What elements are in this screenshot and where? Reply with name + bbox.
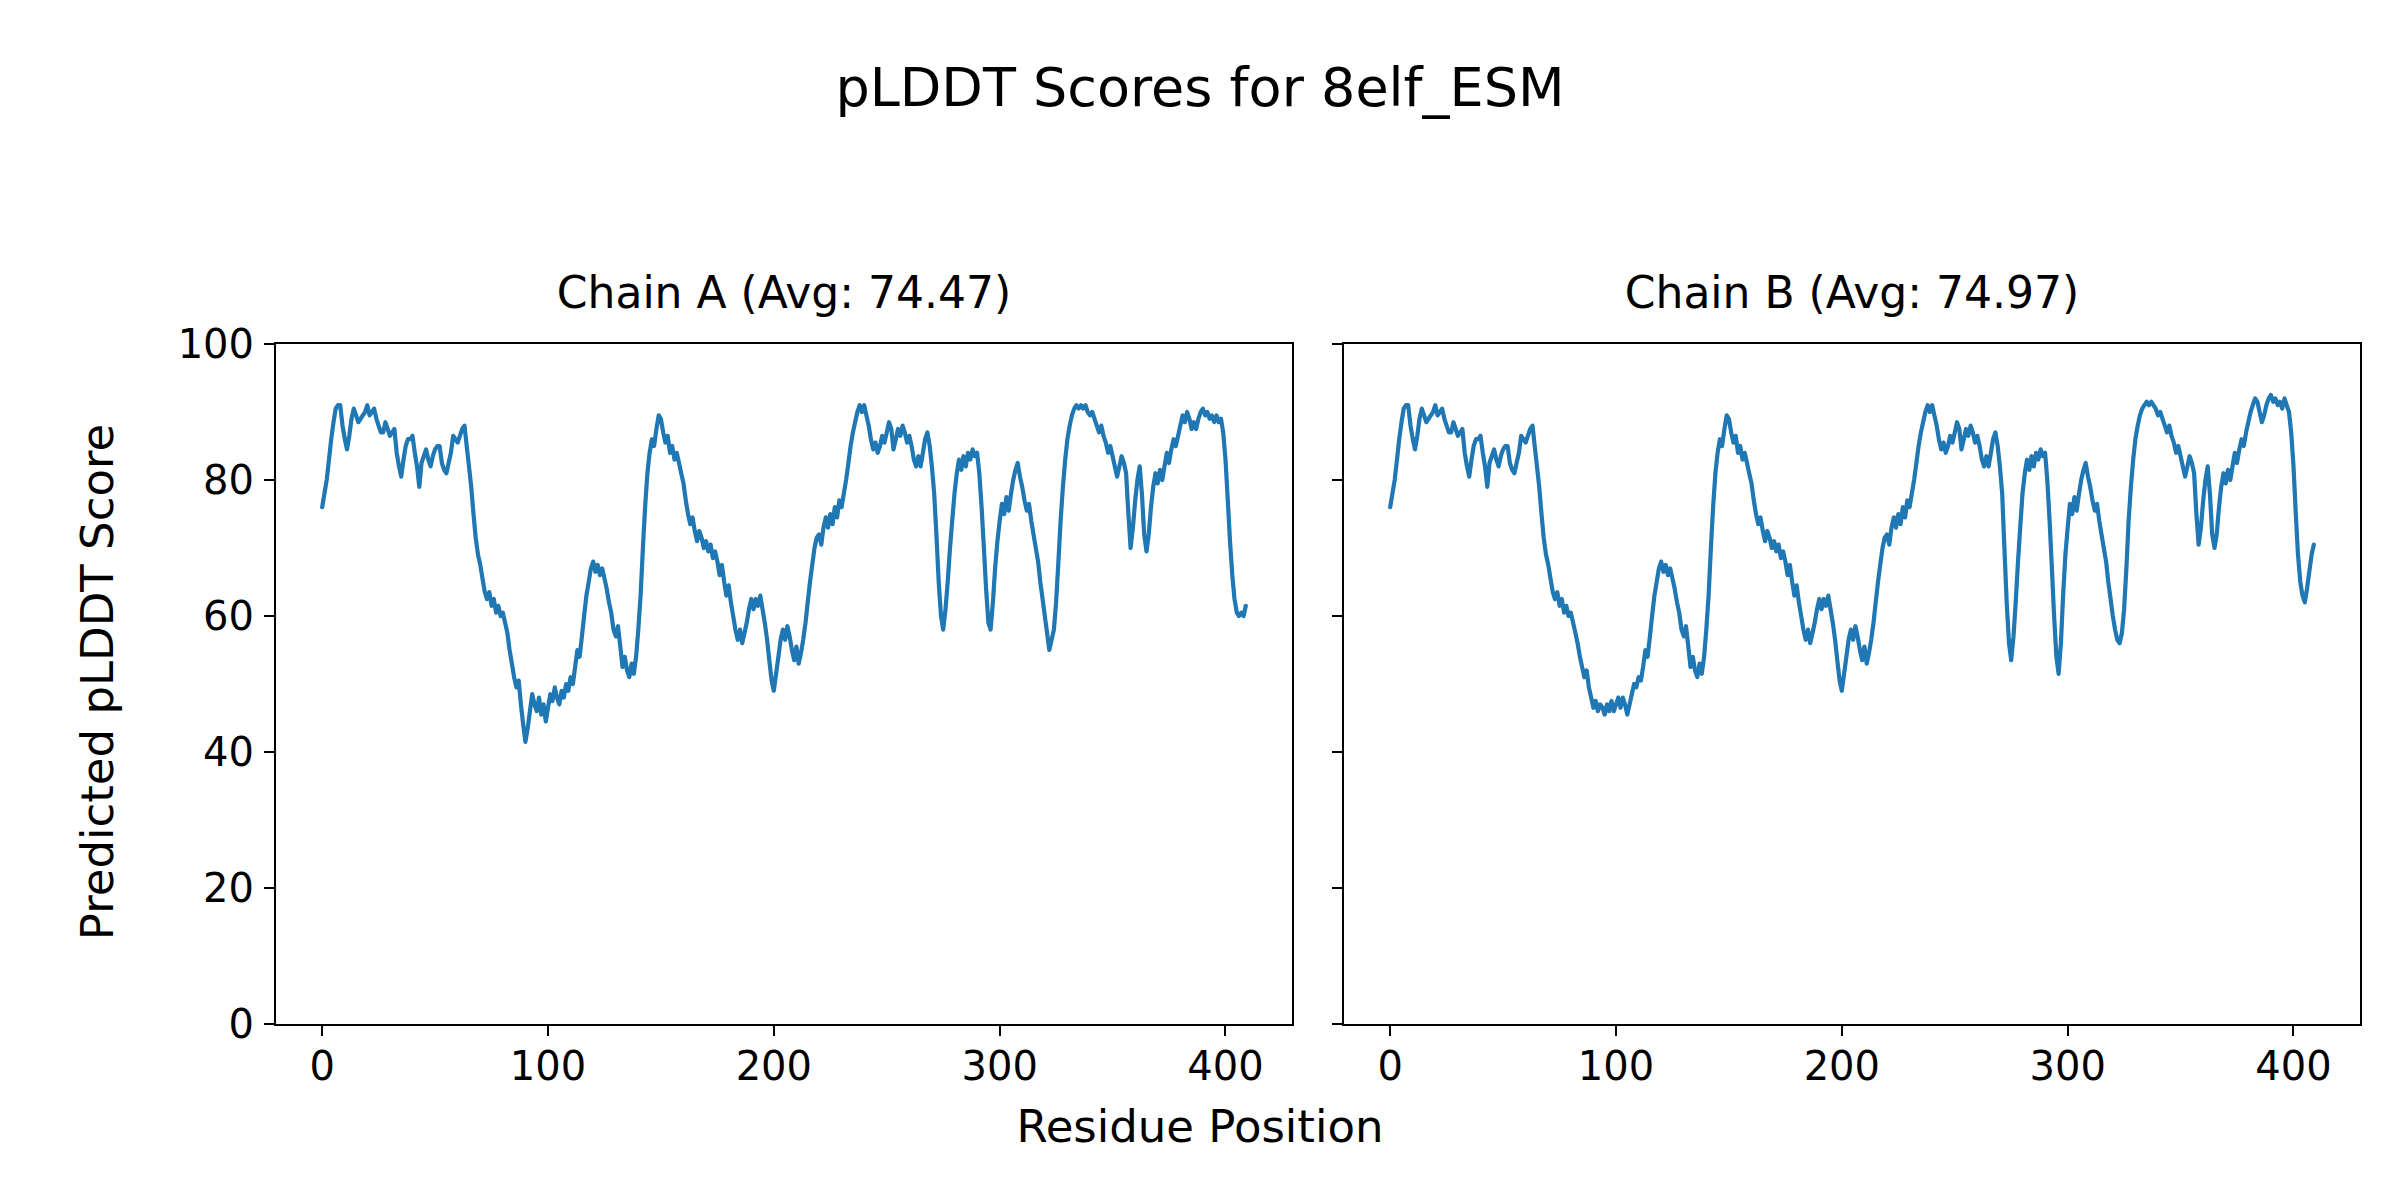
x-tick-mark xyxy=(321,1026,323,1036)
chain-a-plddt-line xyxy=(322,405,1246,742)
y-tick-label: 100 xyxy=(178,324,254,364)
chain-b-plot-area xyxy=(1344,344,2360,1024)
chain-b-title: Chain B (Avg: 74.97) xyxy=(1625,267,2079,318)
x-tick-mark xyxy=(2292,1026,2294,1036)
x-tick-label: 300 xyxy=(961,1046,1037,1086)
x-tick-label: 200 xyxy=(1804,1046,1880,1086)
chain-b-subplot: Chain B (Avg: 74.97) 0100200300400 xyxy=(1342,342,2362,1026)
x-tick-mark xyxy=(1841,1026,1843,1036)
chain-a-plot-area xyxy=(276,344,1292,1024)
y-tick-mark xyxy=(264,751,274,753)
y-tick-label: 60 xyxy=(203,596,254,636)
x-tick-mark xyxy=(1224,1026,1226,1036)
y-tick-mark xyxy=(264,1023,274,1025)
x-tick-label: 0 xyxy=(1377,1046,1402,1086)
x-tick-label: 400 xyxy=(2255,1046,2331,1086)
chain-b-plddt-line xyxy=(1390,395,2314,715)
chain-a-subplot: Chain A (Avg: 74.47) 0100200300400020406… xyxy=(274,342,1294,1026)
y-tick-mark xyxy=(1332,343,1342,345)
x-tick-label: 400 xyxy=(1187,1046,1263,1086)
chain-a-title: Chain A (Avg: 74.47) xyxy=(557,267,1011,318)
x-tick-mark xyxy=(2067,1026,2069,1036)
x-tick-label: 100 xyxy=(510,1046,586,1086)
y-tick-mark xyxy=(264,887,274,889)
y-tick-mark xyxy=(1332,479,1342,481)
y-tick-mark xyxy=(264,615,274,617)
x-tick-mark xyxy=(1615,1026,1617,1036)
x-tick-mark xyxy=(999,1026,1001,1036)
figure-title: pLDDT Scores for 8elf_ESM xyxy=(0,58,2400,117)
y-tick-label: 80 xyxy=(203,460,254,500)
y-tick-mark xyxy=(1332,887,1342,889)
y-tick-mark xyxy=(264,343,274,345)
x-tick-label: 100 xyxy=(1578,1046,1654,1086)
x-tick-mark xyxy=(1389,1026,1391,1036)
y-tick-label: 40 xyxy=(203,732,254,772)
y-tick-mark xyxy=(264,479,274,481)
y-tick-mark xyxy=(1332,615,1342,617)
y-tick-label: 20 xyxy=(203,868,254,908)
y-tick-mark xyxy=(1332,751,1342,753)
y-tick-mark xyxy=(1332,1023,1342,1025)
figure-canvas: { "figure": { "suptitle": "pLDDT Scores … xyxy=(0,0,2400,1200)
y-axis-label: Predicted pLDDT Score xyxy=(71,424,124,940)
x-tick-label: 300 xyxy=(2029,1046,2105,1086)
y-tick-label: 0 xyxy=(229,1004,254,1044)
x-tick-mark xyxy=(547,1026,549,1036)
x-tick-label: 200 xyxy=(736,1046,812,1086)
x-tick-label: 0 xyxy=(309,1046,334,1086)
x-axis-label: Residue Position xyxy=(0,1100,2400,1153)
x-tick-mark xyxy=(773,1026,775,1036)
